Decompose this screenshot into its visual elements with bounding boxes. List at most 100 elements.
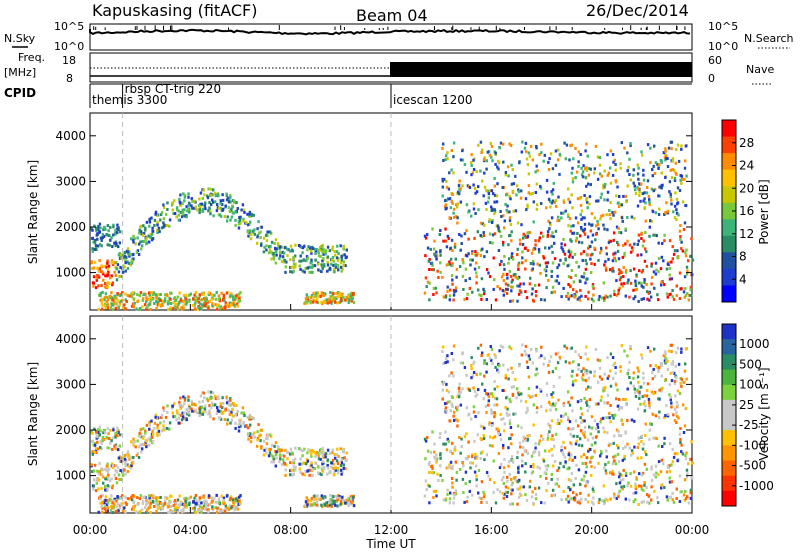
power-cell bbox=[507, 257, 511, 261]
velocity-cell bbox=[98, 425, 102, 429]
velocity-cell bbox=[339, 502, 342, 506]
velocity-cell bbox=[676, 452, 679, 456]
velocity-cell bbox=[159, 502, 162, 505]
power-cell bbox=[207, 307, 210, 311]
power-cell bbox=[675, 284, 678, 288]
power-cell bbox=[199, 302, 202, 306]
power-cell bbox=[611, 266, 614, 270]
velocity-cell bbox=[581, 462, 584, 465]
velocity-cell bbox=[178, 403, 181, 407]
velocity-cell bbox=[182, 497, 186, 500]
velocity-cell bbox=[604, 497, 607, 501]
power-cell bbox=[321, 250, 324, 254]
velocity-cell bbox=[630, 453, 633, 457]
power-cell bbox=[527, 172, 531, 176]
power-cell bbox=[551, 199, 555, 203]
power-cell bbox=[265, 239, 269, 243]
velocity-cell bbox=[339, 447, 342, 451]
power-cell bbox=[313, 291, 316, 295]
power-cell bbox=[683, 275, 687, 279]
power-cell bbox=[643, 197, 646, 201]
velocity-cell bbox=[534, 394, 537, 397]
power-cell bbox=[456, 202, 459, 206]
power-cell bbox=[142, 293, 145, 297]
power-cell bbox=[590, 262, 593, 266]
velocity-cell bbox=[321, 469, 324, 473]
power-cell bbox=[442, 159, 445, 162]
power-cell bbox=[676, 256, 679, 260]
velocity-cell bbox=[289, 473, 292, 477]
velocity-cell bbox=[576, 400, 580, 404]
velocity-cell bbox=[637, 380, 640, 384]
power-cell bbox=[106, 306, 109, 310]
velocity-cell bbox=[582, 453, 586, 457]
velocity-cell bbox=[112, 505, 115, 509]
power-cell bbox=[317, 251, 320, 254]
power-cell bbox=[514, 275, 517, 279]
velocity-cell bbox=[624, 445, 627, 449]
power-cell bbox=[637, 233, 641, 237]
velocity-cell bbox=[191, 409, 194, 413]
velocity-cell bbox=[472, 386, 475, 390]
power-cell bbox=[471, 258, 474, 262]
power-cell bbox=[143, 240, 146, 243]
velocity-cell bbox=[211, 507, 214, 510]
power-cell bbox=[151, 226, 154, 230]
power-cell bbox=[489, 142, 492, 145]
velocity-cell bbox=[581, 378, 585, 382]
velocity-cell bbox=[194, 408, 197, 412]
velocity-cell bbox=[517, 466, 520, 470]
velocity-cell bbox=[455, 418, 458, 421]
power-cell bbox=[453, 245, 457, 249]
velocity-cell bbox=[203, 507, 207, 511]
velocity-cell bbox=[675, 421, 678, 424]
velocity-cell bbox=[183, 396, 187, 400]
power-cell bbox=[423, 234, 427, 238]
velocity-cell bbox=[256, 430, 259, 434]
power-cell bbox=[569, 285, 572, 289]
power-cell bbox=[217, 297, 220, 301]
power-cell bbox=[658, 163, 661, 167]
velocity-cell bbox=[166, 404, 169, 408]
power-cell bbox=[335, 292, 338, 295]
velocity-cell bbox=[229, 397, 232, 401]
power-cell bbox=[461, 149, 464, 153]
power-cell bbox=[657, 257, 661, 261]
velocity-cell bbox=[651, 371, 654, 375]
velocity-cell bbox=[499, 413, 502, 416]
velocity-cell bbox=[292, 460, 296, 464]
power-cell bbox=[657, 167, 660, 170]
velocity-cell bbox=[485, 453, 489, 457]
velocity-cell bbox=[104, 431, 107, 434]
cpid-name: icescan 1200 bbox=[393, 93, 472, 107]
velocity-cell bbox=[271, 455, 275, 459]
power-cb-label: Power [dB] bbox=[757, 179, 771, 244]
velocity-cell bbox=[109, 508, 113, 512]
velocity-cell bbox=[294, 446, 297, 450]
power-cell bbox=[580, 166, 583, 170]
power-cell bbox=[451, 192, 454, 196]
velocity-cell bbox=[147, 437, 150, 441]
velocity-cell bbox=[580, 420, 583, 424]
velocity-cell bbox=[493, 435, 497, 439]
power-cell bbox=[618, 272, 621, 276]
velocity-cell bbox=[486, 392, 489, 396]
power-cell bbox=[310, 270, 313, 274]
velocity-cell bbox=[313, 494, 316, 498]
velocity-cell bbox=[460, 437, 463, 441]
velocity-cell bbox=[650, 467, 653, 471]
power-cell bbox=[602, 183, 605, 187]
power-cell bbox=[169, 302, 173, 305]
power-cell bbox=[195, 295, 198, 299]
power-cell bbox=[475, 170, 478, 174]
power-cell bbox=[223, 215, 226, 219]
power-cell bbox=[132, 297, 136, 301]
velocity-cell bbox=[675, 414, 679, 418]
velocity-cell bbox=[289, 447, 293, 451]
velocity-cell bbox=[550, 472, 553, 476]
velocity-cell bbox=[331, 451, 334, 455]
velocity-cell bbox=[102, 431, 105, 435]
power-cell bbox=[586, 200, 589, 204]
velocity-cell bbox=[201, 495, 204, 499]
velocity-cell bbox=[602, 386, 605, 390]
